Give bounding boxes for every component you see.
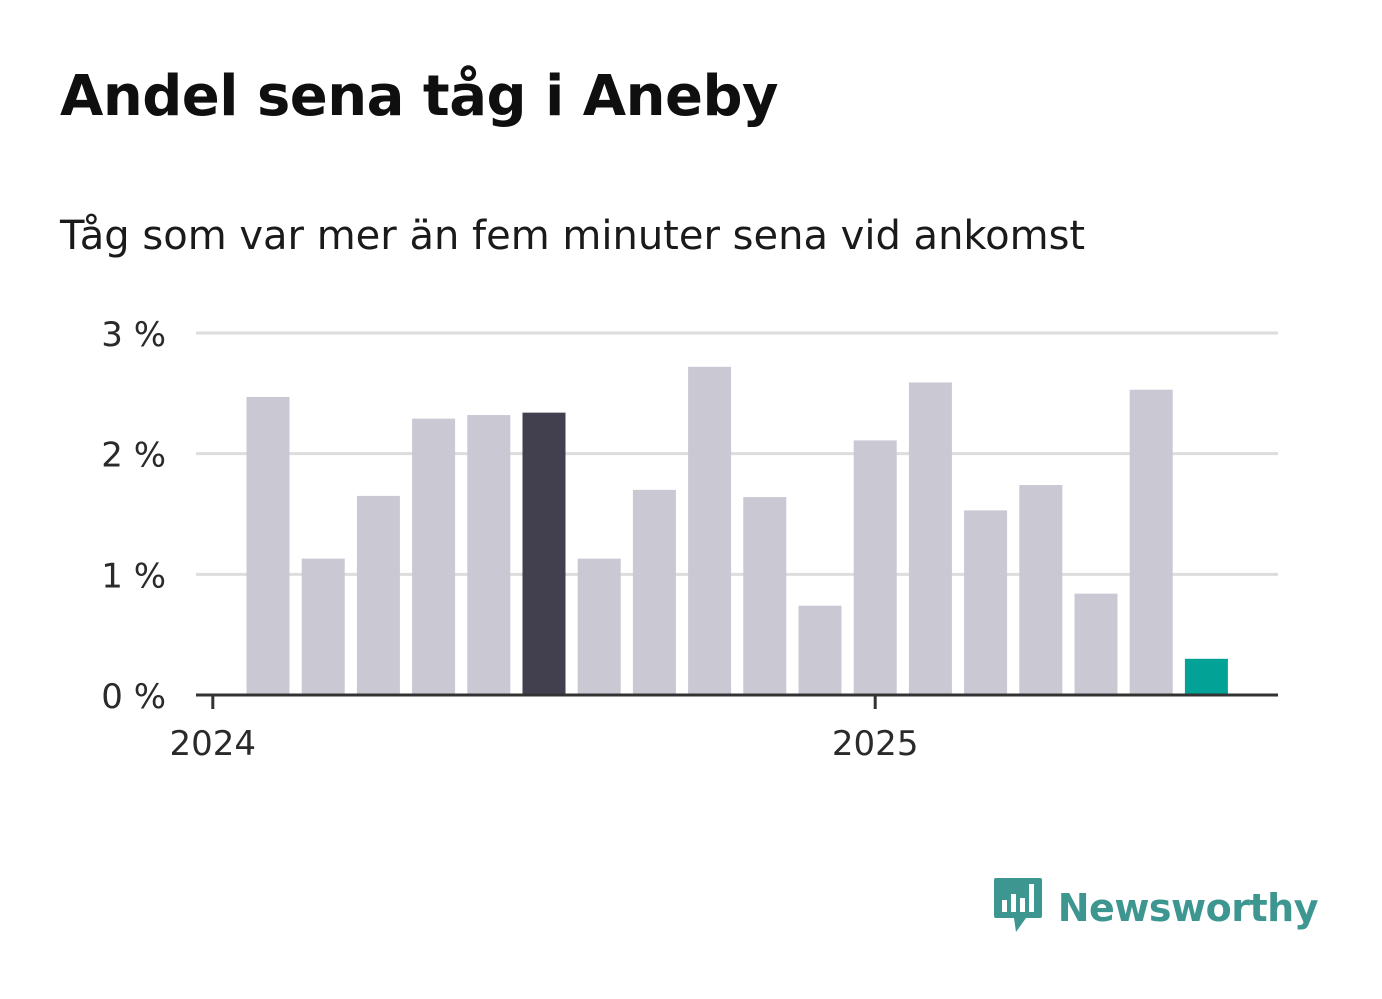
newsworthy-logo-icon — [992, 876, 1044, 940]
x-axis — [196, 693, 1278, 709]
bar-2025-04 — [1074, 593, 1118, 695]
y-tick-label: 2 % — [101, 436, 166, 476]
y-tick-label: 0 % — [101, 677, 166, 717]
chart-subtitle: Tåg som var mer än fem minuter sena vid … — [60, 213, 1086, 259]
bar-2024-11 — [798, 605, 842, 695]
bar-2025-05 — [1129, 389, 1173, 695]
axis-labels: 0 % 1 % 2 % 3 % 2024 2025 — [101, 315, 918, 764]
bar-2025-01 — [908, 382, 952, 695]
bar-2024-08 — [632, 489, 676, 695]
bar-2025-02 — [964, 510, 1008, 695]
bar-2024-03 — [356, 495, 400, 695]
brand-name: Newsworthy — [1057, 886, 1319, 930]
bar-2024-07 — [577, 558, 621, 695]
bar-2025-03 — [1019, 485, 1063, 695]
bars — [246, 366, 1228, 695]
x-tick-label: 2024 — [170, 724, 257, 764]
bar-2025-06 — [1184, 658, 1228, 695]
bar-2024-09 — [688, 366, 732, 695]
bar-2024-02 — [301, 558, 345, 695]
bar-2024-01 — [246, 396, 290, 695]
bar-2024-12 — [853, 440, 897, 695]
bar-2024-04 — [412, 418, 456, 695]
chart-title: Andel sena tåg i Aneby — [60, 64, 779, 129]
y-tick-label: 1 % — [101, 556, 166, 596]
x-tick-label: 2025 — [832, 724, 919, 764]
bar-2024-05 — [467, 415, 511, 695]
brand-logo: Newsworthy — [992, 876, 1319, 940]
y-tick-label: 3 % — [101, 315, 166, 355]
bar-2024-06 — [522, 412, 566, 695]
bar-2024-10 — [743, 497, 787, 695]
